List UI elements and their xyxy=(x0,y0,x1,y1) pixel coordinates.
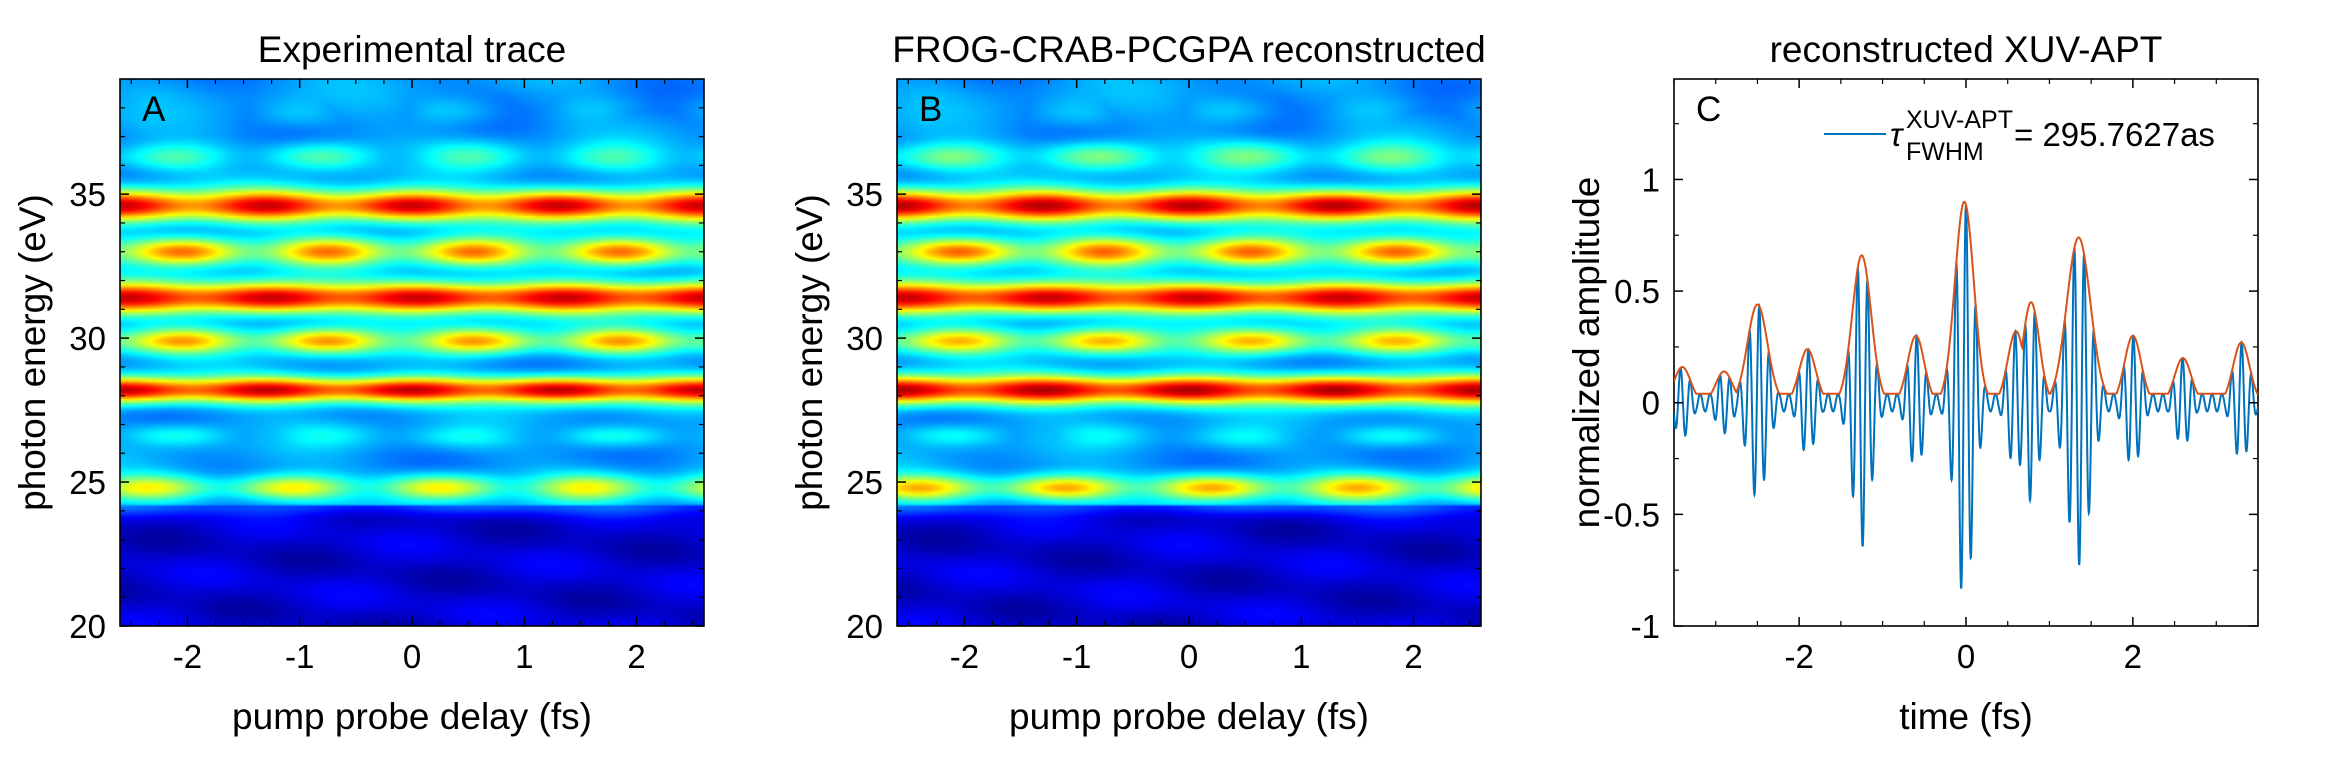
heatmap-panel-A: -2 -1 0 1 2 20 25 30 35 Experimental trace pump pr… xyxy=(12,29,705,737)
y-tick-label: 25 xyxy=(846,464,883,501)
x-axis-label: pump probe delay (fs) xyxy=(232,696,592,737)
y-tick-label: -1 xyxy=(1631,608,1660,645)
x-tick-label: -2 xyxy=(1784,638,1813,675)
y-tick-label: 30 xyxy=(846,320,883,357)
y-axis-label: normalized amplitude xyxy=(1566,177,1607,529)
legend-value: = 295.7627as xyxy=(2014,116,2215,153)
legend-superscript: XUV-APT xyxy=(1906,106,2013,134)
legend-subscript: FWHM xyxy=(1906,138,1984,166)
x-tick-label: 2 xyxy=(627,638,645,675)
y-axis-label: photon energy (eV) xyxy=(12,194,53,511)
heatmap-image xyxy=(897,79,1481,626)
x-tick-label: -2 xyxy=(173,638,202,675)
y-tick-label: 0.5 xyxy=(1614,273,1660,310)
x-tick-label: 1 xyxy=(515,638,533,675)
x-tick-label: 0 xyxy=(1957,638,1975,675)
x-tick-label: 2 xyxy=(1404,638,1422,675)
chart-title: Experimental trace xyxy=(258,29,566,70)
panel-label: B xyxy=(919,90,942,129)
field-series-line xyxy=(1674,204,2258,589)
panel-label: C xyxy=(1696,90,1721,129)
x-tick-label: 0 xyxy=(403,638,421,675)
y-tick-label: 25 xyxy=(69,464,106,501)
y-axis-label: photon energy (eV) xyxy=(789,194,830,511)
y-tick-label: 0 xyxy=(1642,385,1660,422)
x-tick-label: 2 xyxy=(2124,638,2142,675)
y-tick-label: -0.5 xyxy=(1603,496,1660,533)
y-tick-label: 35 xyxy=(69,176,106,213)
envelope-series-line xyxy=(1674,200,2258,395)
heatmap-panel-B: -2 -1 0 1 2 20 25 30 35 FROG-CRAB-PCGPA reconstru… xyxy=(789,29,1486,737)
x-axis-label: time (fs) xyxy=(1899,696,2033,737)
y-tick-label: 20 xyxy=(69,608,106,645)
panel-label: A xyxy=(142,90,166,129)
y-tick-label: 30 xyxy=(69,320,106,357)
y-tick-label: 20 xyxy=(846,608,883,645)
legend: τ XUV-APT FWHM = 295.7627as xyxy=(1824,106,2215,166)
heatmap-image xyxy=(120,79,704,626)
x-tick-label: 0 xyxy=(1180,638,1198,675)
chart-title: FROG-CRAB-PCGPA reconstructed xyxy=(892,29,1486,70)
x-tick-label: -1 xyxy=(1062,638,1091,675)
x-tick-label: -2 xyxy=(950,638,979,675)
y-tick-label: 35 xyxy=(846,176,883,213)
x-tick-label: -1 xyxy=(285,638,314,675)
x-tick-label: 1 xyxy=(1292,638,1310,675)
chart-title: reconstructed XUV-APT xyxy=(1770,29,2163,70)
line-panel-C: -2 0 2 -1 -0.5 0 0.5 1 reconstructed XUV-APT time… xyxy=(1566,29,2259,737)
y-tick-label: 1 xyxy=(1642,161,1660,198)
x-axis-label: pump probe delay (fs) xyxy=(1009,696,1369,737)
legend-symbol: τ xyxy=(1890,116,1905,153)
